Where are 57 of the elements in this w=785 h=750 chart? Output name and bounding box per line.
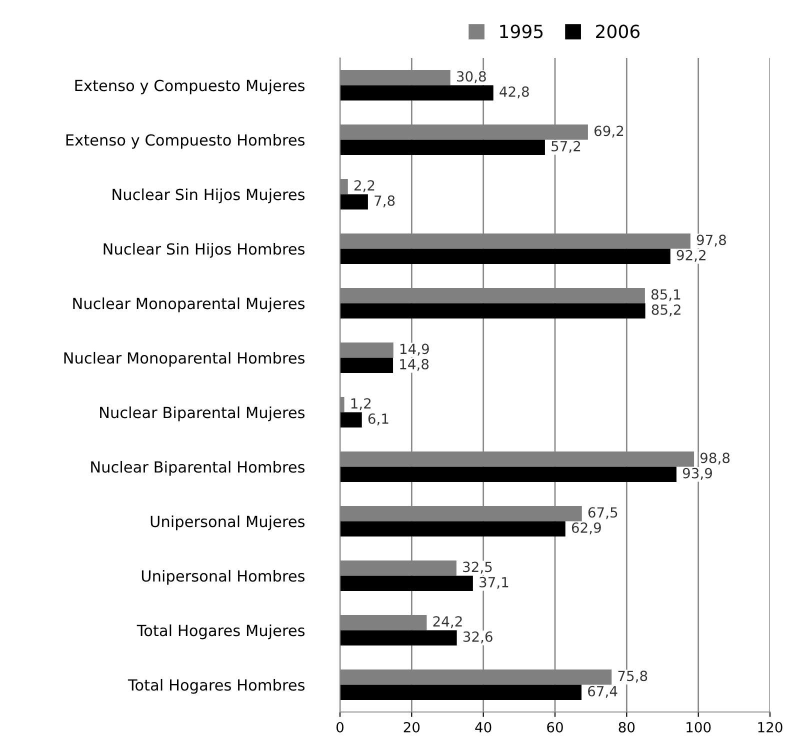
data-label: 75,8 [618, 670, 648, 683]
data-label: 93,9 [682, 468, 712, 480]
legend-label: 1995 [500, 24, 543, 38]
bar [340, 684, 582, 700]
data-label: 69,2 [594, 126, 624, 138]
bar [340, 630, 457, 646]
data-label: 37,1 [480, 576, 508, 589]
bar [340, 85, 494, 101]
data-label: 85,1 [651, 289, 680, 302]
bar [340, 466, 676, 482]
bar [340, 358, 394, 374]
data-label: 6,1 [368, 413, 388, 426]
data-label: 7,8 [374, 195, 395, 208]
y-tick-label: Extenso y Compuesto Hombres [66, 134, 305, 149]
bar [340, 521, 566, 537]
data-label: 62,9 [572, 522, 601, 534]
bar [340, 248, 670, 264]
bar [340, 412, 362, 428]
y-tick-label: Total Hogares Mujeres [136, 624, 305, 640]
data-label: 30,8 [456, 71, 486, 84]
data-label: 42,8 [500, 86, 529, 98]
data-label: 57,2 [552, 140, 580, 153]
data-label: 85,2 [652, 304, 680, 316]
data-label: 92,2 [676, 250, 706, 262]
bar [340, 140, 545, 156]
data-label: 97,8 [696, 234, 726, 247]
legend-label: 2006 [596, 24, 640, 38]
data-label: 67,5 [588, 507, 618, 520]
y-tick-label: Nuclear Sin Hijos Mujeres [112, 188, 305, 204]
y-tick-label: Nuclear Sin Hijos Hombres [104, 242, 305, 258]
y-tick-label: Nuclear Monoparental Mujeres [73, 297, 305, 312]
data-label: 1,2 [351, 398, 371, 410]
data-label: 32,6 [463, 631, 492, 644]
y-tick-label: Nuclear Biparental Hombres [91, 460, 305, 476]
data-label: 32,5 [463, 562, 492, 574]
y-tick-label: Nuclear Monoparental Hombres [64, 352, 305, 367]
x-tick-label: 20 [404, 722, 420, 732]
x-tick-label: 80 [618, 722, 635, 732]
data-label: 2,2 [354, 180, 374, 192]
data-label: 14,9 [400, 344, 429, 356]
y-tick-label: Nuclear Biparental Mujeres [100, 406, 305, 422]
y-tick-label: Unipersonal Mujeres [150, 515, 305, 530]
bar [340, 576, 473, 592]
y-tick-label: Total Hogares Hombres [128, 678, 305, 694]
y-tick-label: Unipersonal Hombres [142, 570, 305, 585]
data-label: 24,2 [433, 616, 462, 628]
x-tick-label: 60 [547, 722, 563, 732]
bar [340, 303, 646, 319]
x-tick-label: 40 [475, 722, 492, 732]
bar [340, 194, 368, 210]
y-tick-label: Extenso y Compuesto Mujeres [75, 79, 305, 94]
data-label: 67,4 [588, 686, 618, 698]
x-tick-label: 120 [758, 722, 782, 732]
x-tick-label: 100 [686, 722, 711, 732]
data-label: 14,8 [400, 358, 429, 371]
data-label: 98,8 [700, 452, 730, 465]
x-tick-label: 0 [336, 722, 344, 732]
